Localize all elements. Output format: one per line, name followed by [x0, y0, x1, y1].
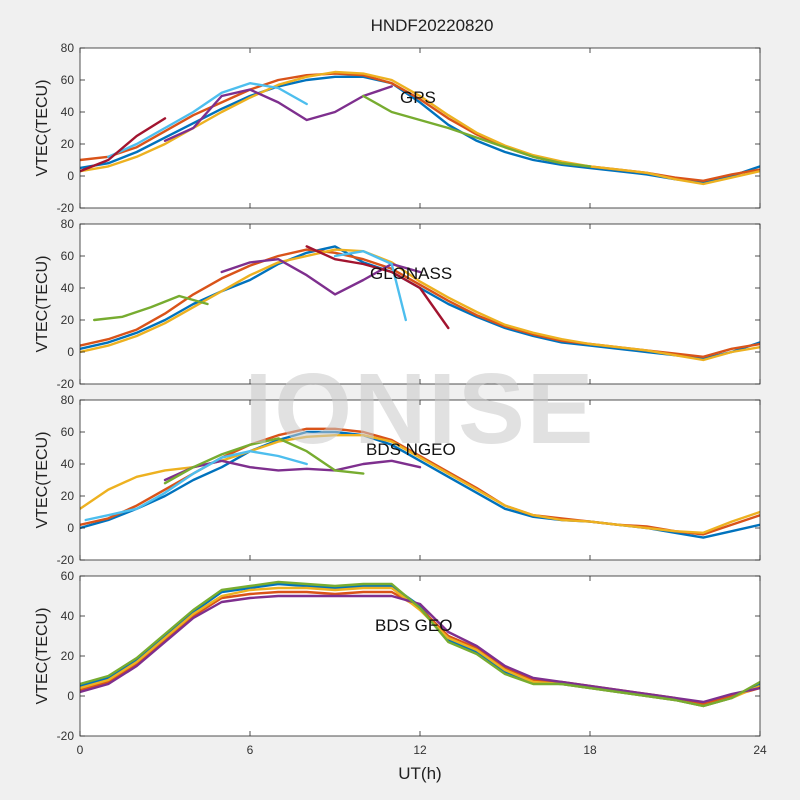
y-tick-label: 60: [61, 73, 75, 87]
y-tick-label: 0: [67, 169, 74, 183]
x-axis-label: UT(h): [398, 764, 441, 783]
series-line: [80, 75, 760, 184]
series-line: [107, 81, 308, 159]
series-line: [80, 594, 760, 704]
x-tick-label: 6: [247, 743, 254, 757]
panel-2: -20 0 20 40 60 80 VTEC(TECU) GLONASS: [34, 217, 761, 391]
series-line: [163, 437, 365, 485]
series-line: [92, 294, 209, 322]
y-tick-label: 0: [67, 345, 74, 359]
y-tick-label: 80: [61, 393, 75, 407]
y-tick-label: -20: [57, 377, 75, 391]
series-line: [163, 85, 393, 143]
series-line: [80, 248, 760, 362]
series-line: [80, 580, 760, 708]
y-tick-label: -20: [57, 201, 75, 215]
y-tick-label: -20: [57, 553, 75, 567]
y-tick-label: 20: [61, 649, 75, 663]
y-tick-label: 40: [61, 281, 75, 295]
x-tick-label: 0: [77, 743, 84, 757]
y-axis-label: VTEC(TECU): [34, 432, 51, 529]
y-tick-label: 0: [67, 521, 74, 535]
panel-annotation: GPS: [400, 88, 436, 107]
series-line: [80, 117, 167, 173]
y-tick-label: 40: [61, 609, 75, 623]
series-line: [220, 258, 422, 296]
series-line: [163, 459, 422, 482]
y-tick-label: 20: [61, 489, 75, 503]
series-group: [80, 427, 760, 539]
chart-title: HNDF20220820: [371, 16, 494, 35]
panel-annotation: BDS NGEO: [366, 440, 456, 459]
series-group: [80, 245, 760, 362]
y-tick-label: 0: [67, 689, 74, 703]
y-tick-label: 40: [61, 105, 75, 119]
y-axis-label: VTEC(TECU): [34, 256, 51, 353]
y-tick-label: 40: [61, 457, 75, 471]
panel-annotation: BDS GEO: [375, 616, 452, 635]
series-line: [362, 94, 592, 168]
y-tick-label: 80: [61, 217, 75, 231]
panel-annotation: GLONASS: [370, 264, 452, 283]
panel-1: -20 0 20 40 60 80 VTEC(TECU) GPS: [34, 41, 761, 215]
y-tick-label: 20: [61, 313, 75, 327]
y-axis-label: VTEC(TECU): [34, 80, 51, 177]
series-line: [305, 245, 450, 330]
series-group: [80, 70, 760, 186]
watermark: IONISE: [245, 353, 596, 465]
y-tick-label: 60: [61, 249, 75, 263]
y-tick-label: 20: [61, 137, 75, 151]
x-tick-label: 12: [413, 743, 427, 757]
series-group: [80, 580, 760, 708]
y-tick-label: 60: [61, 569, 75, 583]
x-tick-label: 24: [753, 743, 767, 757]
y-tick-label: 60: [61, 425, 75, 439]
panel-3: -20 0 20 40 60 80 VTEC(TECU) BDS NGEO: [34, 393, 761, 567]
y-tick-label: 80: [61, 41, 75, 55]
x-tick-label: 18: [583, 743, 597, 757]
series-line: [333, 249, 407, 322]
y-tick-label: -20: [57, 729, 75, 743]
panel-plot-area: [80, 576, 760, 736]
y-axis-label: VTEC(TECU): [34, 608, 51, 705]
series-line: [84, 450, 308, 522]
